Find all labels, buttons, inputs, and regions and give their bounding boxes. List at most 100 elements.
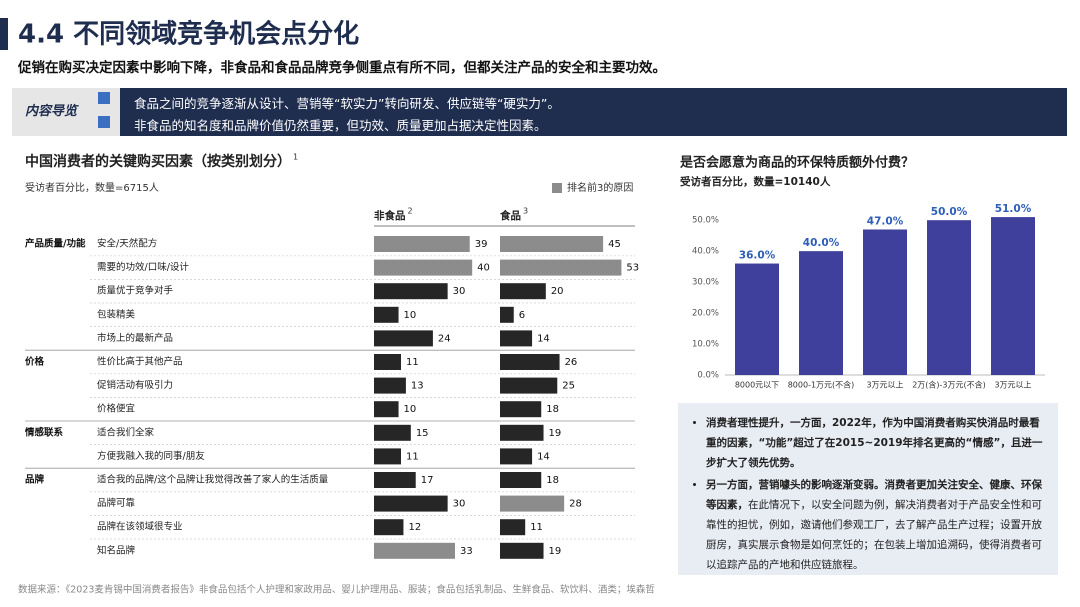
bar: [500, 519, 526, 536]
bar: [863, 229, 907, 375]
value-label: 14: [537, 451, 550, 462]
x-tick-label: 2万(含)-3万元(不含): [912, 380, 986, 390]
value-label: 19: [549, 546, 562, 557]
value-label: 15: [416, 428, 429, 439]
value-label: 13: [411, 381, 424, 392]
nav-square: [98, 92, 110, 104]
group-label: 情感联系: [24, 426, 64, 438]
bar: [927, 220, 971, 375]
note-text: 另一方面，营销噱头的影响逐渐变弱。消费者更加关注安全、健康、环保等因素，: [706, 479, 1042, 511]
value-label: 6: [519, 310, 525, 321]
nav-item: 食品之间的竞争逐渐从设计、营销等“软实力”转向研发、供应链等“硬实力”。: [134, 96, 560, 111]
y-tick-label: 10.0%: [692, 340, 719, 350]
bar: [500, 401, 542, 418]
bar: [374, 472, 416, 488]
bar: [374, 259, 473, 276]
group-label: 价格: [25, 356, 45, 368]
bar: [374, 330, 433, 347]
bar: [374, 519, 404, 536]
bar: [374, 424, 411, 441]
nav-item: 非食品的知名度和品牌价值仍然重要，但功效、质量更加占据决定性因素。: [134, 118, 547, 133]
note-text: 消费者理性提升，一方面，2022年，作为中国消费者购买快消品时最看重的因素，“功…: [706, 417, 1043, 469]
series-header: 非食品: [374, 209, 406, 222]
value-label: 39: [475, 239, 488, 250]
y-tick-label: 0.0%: [697, 371, 719, 381]
y-tick-label: 30.0%: [692, 278, 719, 288]
series-note: 3: [523, 207, 528, 216]
note-item: 消费者理性提升，一方面，2022年，作为中国消费者购买快消品时最看重的因素，“功…: [706, 413, 1046, 473]
bar: [799, 251, 843, 375]
series-header: 食品: [499, 209, 521, 222]
value-label: 25: [562, 381, 575, 392]
y-tick-label: 40.0%: [692, 247, 719, 257]
value-label: 36.0%: [739, 250, 776, 262]
category-label: 包装精美: [97, 308, 136, 320]
x-tick-label: 3万元以上: [994, 381, 1031, 390]
bar: [374, 542, 455, 559]
value-label: 33: [460, 546, 473, 557]
bar: [500, 424, 544, 441]
bar: [374, 354, 401, 370]
legend-swatch: [552, 183, 562, 193]
value-label: 40.0%: [803, 237, 840, 249]
x-tick-label: 8000元以下: [735, 381, 779, 390]
bar: [500, 448, 533, 465]
title-bar: [0, 18, 8, 50]
value-label: 19: [549, 428, 562, 439]
value-label: 17: [421, 475, 434, 486]
bar: [374, 401, 399, 418]
value-label: 12: [408, 522, 421, 533]
value-label: 40: [477, 263, 490, 274]
group-label: 产品质量/功能: [25, 238, 86, 250]
category-label: 性价比高于其他产品: [97, 356, 183, 368]
notes-list: 消费者理性提升，一方面，2022年，作为中国消费者购买快消品时最看重的因素，“功…: [688, 413, 1046, 575]
bar: [374, 448, 401, 465]
category-label: 促销活动有吸引力: [97, 379, 173, 391]
category-label: 质量优于竞争对手: [97, 285, 174, 297]
category-label: 需要的功效/口味/设计: [97, 261, 189, 273]
nav-square: [98, 116, 110, 128]
category-label: 方便我融入我的同事/朋友: [97, 450, 205, 462]
value-label: 14: [537, 333, 550, 344]
value-label: 11: [530, 522, 543, 533]
page-subtitle: 促销在购买决定因素中影响下降，非食品和食品品牌竞争侧重点有所不同，但都关注产品的…: [17, 59, 666, 76]
legend-label: 排名前3的原因: [567, 181, 633, 194]
page-title: 4.4 不同领域竞争机会点分化: [18, 19, 359, 50]
value-label: 30: [453, 286, 466, 297]
value-label: 20: [551, 286, 564, 297]
bar: [500, 542, 544, 559]
category-label: 市场上的最新产品: [97, 332, 173, 344]
bar: [991, 217, 1035, 375]
value-label: 11: [406, 357, 419, 368]
chart-title: 中国消费者的关键购买因素（按类别划分）: [25, 153, 291, 170]
value-label: 11: [406, 451, 419, 462]
nav-label: 内容导览: [24, 104, 77, 119]
bar: [500, 472, 542, 488]
category-label: 品牌可靠: [97, 497, 136, 509]
x-tick-label: 8000-1万元(不含): [788, 380, 855, 390]
note-item: 另一方面，营销噱头的影响逐渐变弱。消费者更加关注安全、健康、环保等因素，在此情况…: [706, 475, 1046, 575]
y-tick-label: 20.0%: [692, 309, 719, 319]
chart-subtitle: 受访者百分比，数量=10140人: [680, 175, 831, 188]
bar: [374, 377, 406, 394]
series-note: 2: [408, 207, 413, 216]
notes: 消费者理性提升，一方面，2022年，作为中国消费者购买快消品时最看重的因素，“功…: [678, 403, 1058, 575]
bar: [500, 377, 558, 394]
category-label: 品牌在该领域很专业: [97, 521, 183, 533]
value-label: 10: [404, 310, 417, 321]
bar: [735, 263, 779, 375]
x-tick-label: 3万元以上: [866, 381, 903, 390]
bar: [500, 306, 514, 323]
value-label: 26: [565, 357, 578, 368]
value-label: 45: [608, 239, 621, 250]
value-label: 47.0%: [867, 215, 904, 227]
category-label: 安全/天然配方: [97, 238, 157, 250]
bar: [500, 354, 560, 370]
nav: 内容导览 食品之间的竞争逐渐从设计、营销等“软实力”转向研发、供应链等“硬实力”…: [12, 88, 1067, 136]
bar: [374, 283, 448, 300]
bar: [500, 236, 604, 252]
bar: [500, 259, 622, 276]
value-label: 18: [546, 475, 559, 486]
value-label: 51.0%: [995, 203, 1032, 215]
